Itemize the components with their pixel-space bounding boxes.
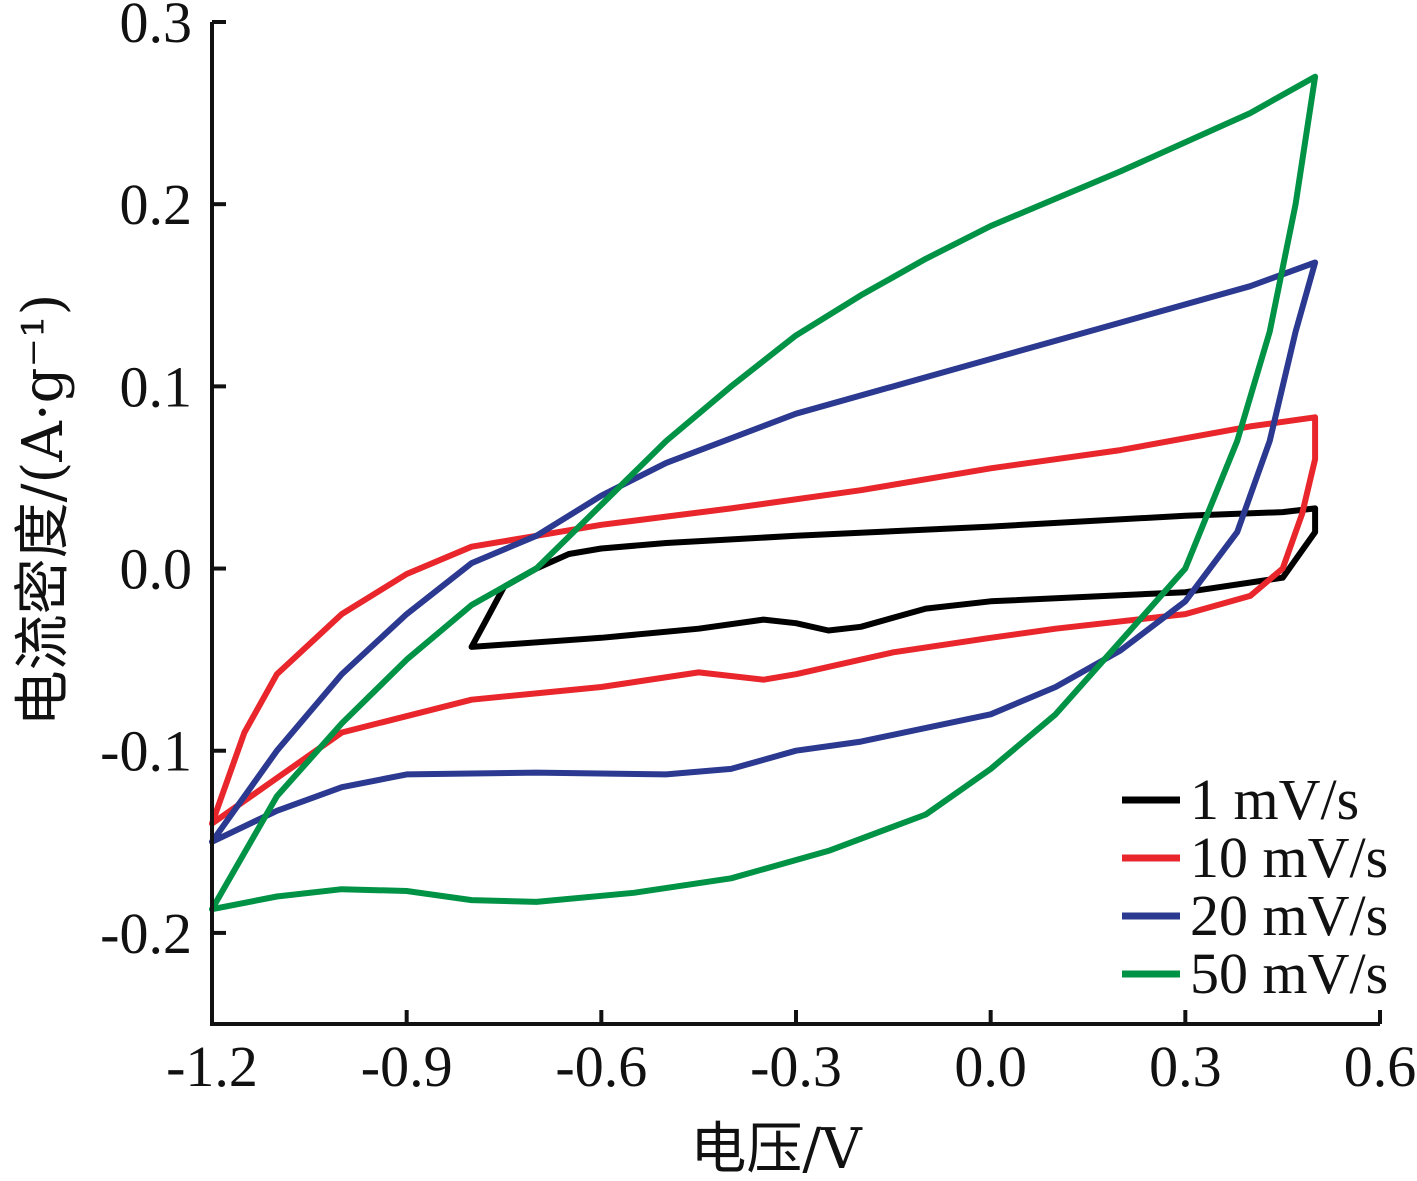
legend-label: 10 mV/s: [1190, 825, 1388, 890]
legend-label: 20 mV/s: [1190, 883, 1388, 948]
series-layer: [209, 73, 1319, 913]
x-tick-label: 0.6: [1344, 1034, 1417, 1099]
x-tick-label: -0.6: [555, 1034, 647, 1099]
x-tick-label: 0.3: [1149, 1034, 1222, 1099]
x-axis-label: 电压/V: [690, 1117, 863, 1181]
y-tick-label: 0.2: [120, 172, 193, 237]
y-tick-label: 0.1: [120, 354, 193, 419]
y-tick-label: 0.3: [120, 0, 193, 55]
y-tick-label: -0.1: [100, 719, 192, 784]
y-tick-label: 0.0: [120, 537, 193, 602]
x-tick-label: -1.2: [166, 1034, 258, 1099]
legend-label: 1 mV/s: [1190, 767, 1359, 832]
y-tick-label: -0.2: [100, 901, 192, 966]
x-tick-label: -0.9: [361, 1034, 453, 1099]
series-line-3: [209, 259, 1319, 845]
y-axis-ticks: -0.2 -0.1 0.0 0.1 0.2 0.3: [100, 0, 226, 966]
legend: 1 mV/s10 mV/s20 mV/s50 mV/s: [1122, 767, 1388, 1006]
y-axis-label: 电流密度/(A·g⁻¹): [11, 294, 76, 727]
series-line-1: [468, 505, 1319, 650]
series-line-2: [209, 414, 1319, 827]
x-axis-ticks: -1.2 -0.9 -0.6 -0.3 0.0 0.3 0.6: [166, 1010, 1416, 1099]
x-tick-label: 0.0: [954, 1034, 1027, 1099]
legend-label: 50 mV/s: [1190, 941, 1388, 1006]
series-line-4: [209, 73, 1319, 913]
x-tick-label: -0.3: [750, 1034, 842, 1099]
